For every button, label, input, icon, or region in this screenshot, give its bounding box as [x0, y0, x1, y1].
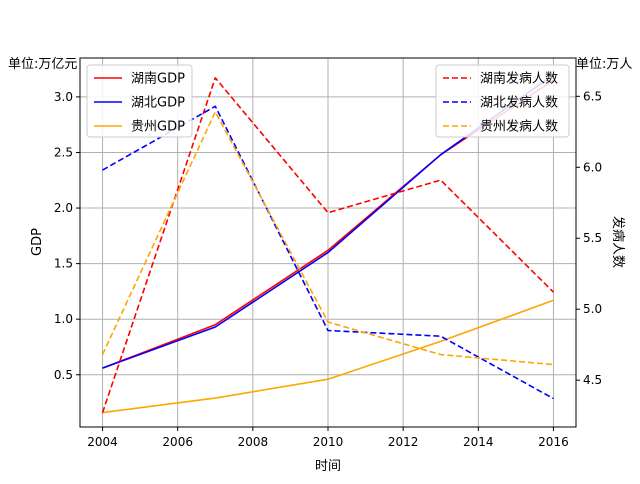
y-right-tick-label: 5.0	[583, 302, 602, 316]
legend-label: 湖南GDP	[131, 71, 185, 87]
legend-label: 贵州GDP	[131, 120, 185, 135]
y-right-tick-label: 4.5	[583, 373, 602, 387]
legend-label: 湖北GDP	[131, 96, 185, 111]
y-left-tick-label: 3.0	[54, 90, 73, 104]
x-axis: 2004 2006 2008 2010 2012 2014 2016	[87, 427, 569, 449]
right-unit-label: 单位:万人	[576, 57, 632, 72]
left-unit-label: 单位:万亿元	[8, 57, 77, 72]
y-axis-right-label: 发病人数	[610, 216, 626, 268]
legend-box	[435, 64, 570, 138]
x-tick-label: 2006	[162, 435, 193, 449]
legend-left: 湖南GDP 湖北GDP 贵州GDP	[86, 64, 193, 138]
y-axis-left: 0.5 1.0 1.5 2.0 2.5 3.0	[54, 90, 80, 382]
y-left-tick-label: 1.5	[54, 257, 73, 271]
y-left-tick-label: 2.0	[54, 201, 73, 215]
y-right-tick-label: 6.5	[583, 89, 602, 103]
x-tick-label: 2016	[538, 435, 569, 449]
legend-label: 湖北发病人数	[480, 95, 558, 111]
series-line-贵州GDP	[102, 299, 554, 414]
y-left-tick-label: 1.0	[54, 312, 73, 326]
x-tick-label: 2014	[463, 435, 494, 449]
x-tick-label: 2004	[87, 435, 118, 449]
x-axis-label: 时间	[315, 459, 341, 474]
legend-label: 湖南发病人数	[480, 71, 558, 87]
x-tick-label: 2010	[313, 435, 344, 449]
y-right-tick-label: 6.0	[583, 160, 602, 174]
x-tick-label: 2008	[238, 435, 269, 449]
legend-box	[86, 64, 193, 138]
legend-label: 贵州发病人数	[480, 119, 558, 135]
y-axis-left-label: GDP	[30, 228, 45, 256]
y-left-tick-label: 0.5	[54, 368, 73, 382]
y-axis-right: 4.5 5.0 5.5 6.0 6.5	[576, 89, 602, 387]
y-left-tick-label: 2.5	[54, 145, 73, 159]
series-line-贵州发病人数	[101, 111, 554, 366]
series-line-湖南发病人数	[101, 77, 555, 414]
x-tick-label: 2012	[388, 435, 419, 449]
y-right-tick-label: 5.5	[583, 231, 602, 245]
